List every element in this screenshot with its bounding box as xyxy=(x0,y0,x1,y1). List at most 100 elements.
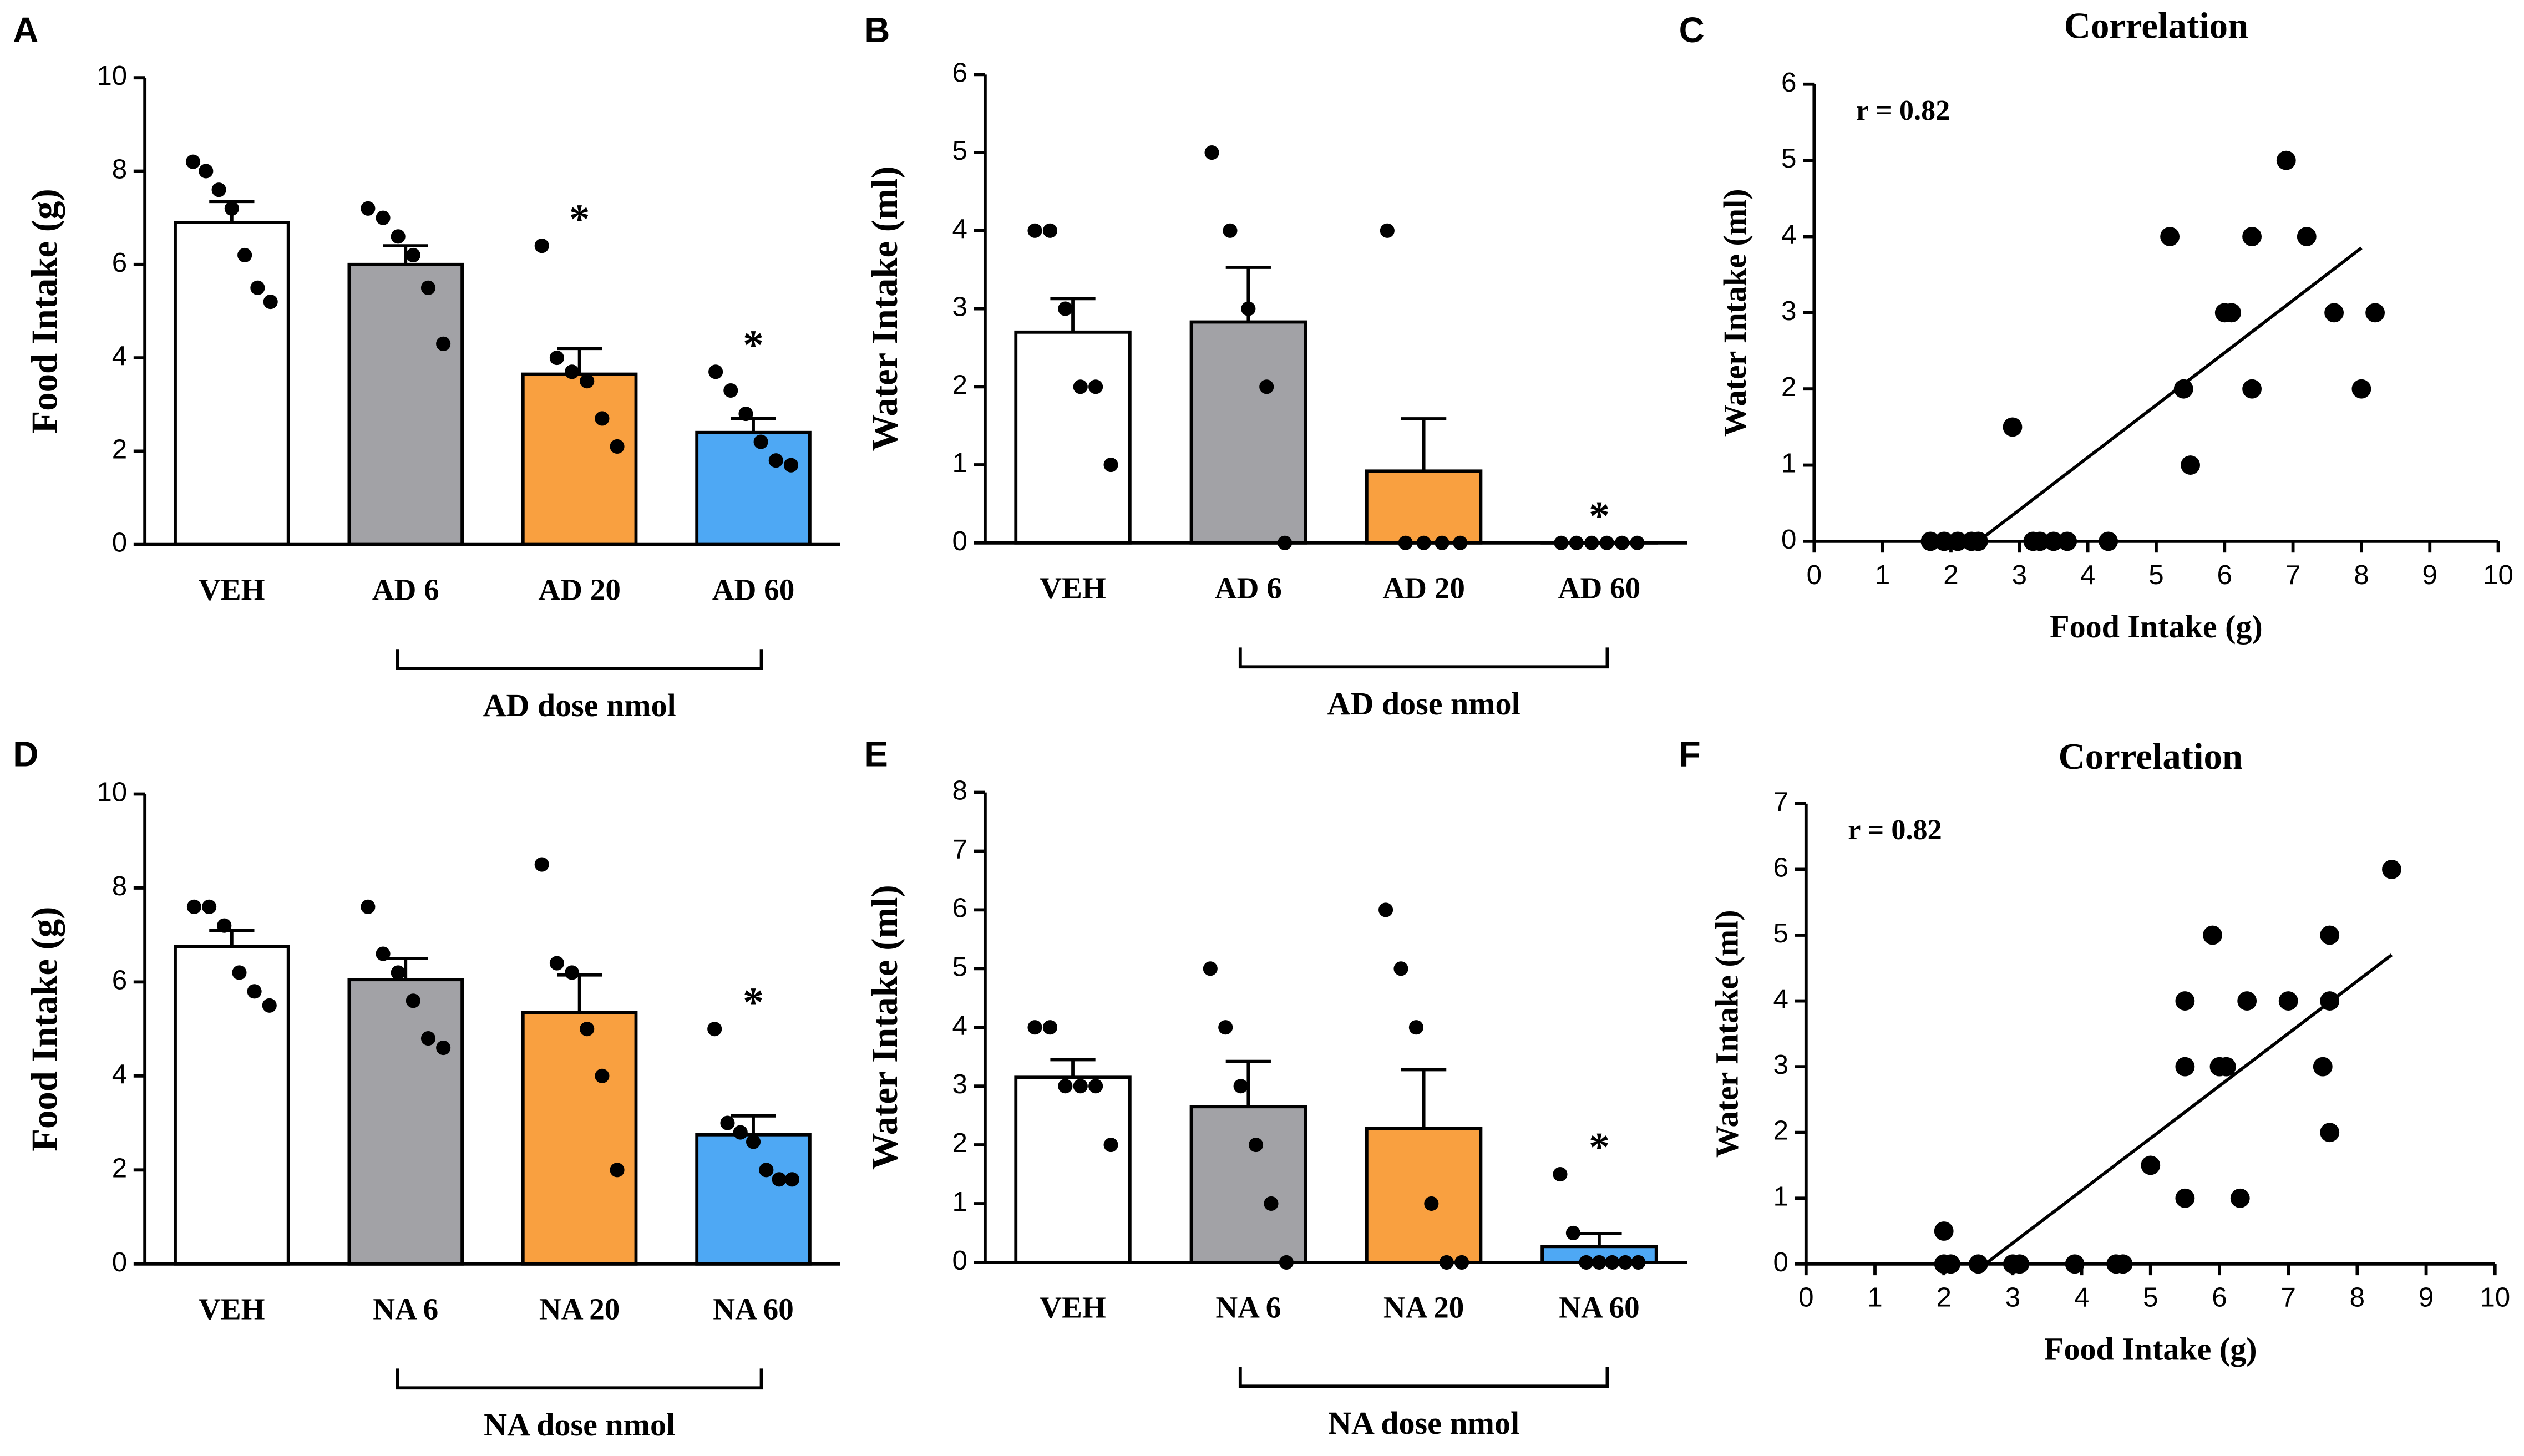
data-point xyxy=(1042,1020,1057,1035)
y-tick-label: 8 xyxy=(952,775,967,806)
data-point xyxy=(1378,902,1393,917)
x-tick-label: 9 xyxy=(2422,560,2437,590)
data-point xyxy=(2175,1057,2195,1077)
annotation: r = 0.82 xyxy=(1856,94,1950,126)
data-point xyxy=(406,993,420,1008)
data-point xyxy=(420,280,436,295)
data-point xyxy=(2057,531,2077,551)
data-point xyxy=(1920,531,1940,551)
data-point xyxy=(2003,417,2023,437)
data-point xyxy=(2222,303,2242,323)
y-tick-label: 5 xyxy=(1781,143,1796,174)
bar xyxy=(1189,320,1307,545)
x-tick-label: 8 xyxy=(2350,1282,2365,1313)
data-point xyxy=(361,899,376,914)
bar xyxy=(1014,1075,1132,1264)
y-tick-label: 3 xyxy=(952,1069,967,1099)
y-axis-label: Food Intake (g) xyxy=(24,189,65,433)
data-point xyxy=(2099,531,2118,551)
y-tick-label: 2 xyxy=(1773,1115,1788,1146)
bar xyxy=(1365,1127,1483,1264)
data-point xyxy=(1218,1020,1233,1035)
data-point xyxy=(746,1134,761,1149)
data-point xyxy=(1380,223,1395,238)
data-point xyxy=(2175,991,2195,1011)
data-point xyxy=(1027,1020,1042,1035)
x-tick-label: 3 xyxy=(2012,560,2027,590)
y-tick-label: 6 xyxy=(1781,67,1796,98)
data-point xyxy=(2351,379,2371,399)
bracket xyxy=(1238,1367,1609,1388)
bar xyxy=(695,430,812,546)
data-point xyxy=(2242,227,2262,246)
y-tick-label: 0 xyxy=(952,1245,967,1276)
data-point xyxy=(580,1022,595,1037)
data-point xyxy=(759,1163,774,1178)
x-tick-label: 1 xyxy=(1867,1282,1882,1313)
data-point xyxy=(565,965,580,980)
y-tick-label: 4 xyxy=(952,214,967,244)
y-tick-label: 2 xyxy=(112,1153,127,1183)
bar xyxy=(521,372,638,546)
x-tick-label: VEH xyxy=(199,572,265,606)
data-point xyxy=(436,1040,451,1056)
y-tick-label: 10 xyxy=(97,60,127,91)
significance-mark: * xyxy=(743,322,764,368)
data-point xyxy=(186,899,202,914)
x-tick-label: NA 60 xyxy=(1559,1291,1639,1325)
panel-letter: F xyxy=(1679,734,1701,774)
y-tick-label: 3 xyxy=(952,292,967,322)
data-point xyxy=(2320,991,2340,1011)
data-point xyxy=(2242,379,2262,399)
x-tick-label: NA 6 xyxy=(1215,1291,1281,1325)
y-tick-label: 4 xyxy=(1773,984,1788,1014)
data-point xyxy=(534,857,549,872)
x-tick-label: 4 xyxy=(2074,1282,2089,1313)
data-point xyxy=(217,918,232,933)
x-tick-label: VEH xyxy=(1040,1291,1106,1325)
significance-mark: * xyxy=(743,980,764,1026)
data-point xyxy=(610,1163,625,1178)
bar xyxy=(174,221,290,546)
data-point xyxy=(250,280,265,295)
data-point xyxy=(232,965,247,980)
y-tick-label: 6 xyxy=(952,892,967,923)
data-point xyxy=(720,1115,735,1130)
x-tick-label: VEH xyxy=(1040,571,1106,605)
data-point xyxy=(1241,301,1256,316)
data-point xyxy=(2160,227,2180,246)
data-point xyxy=(772,1172,787,1187)
y-tick-label: 4 xyxy=(112,1059,127,1089)
data-point xyxy=(2365,303,2385,323)
bracket-label: NA dose nmol xyxy=(1328,1405,1519,1441)
bar xyxy=(1189,1105,1307,1264)
y-tick-label: 0 xyxy=(1781,524,1796,555)
bar xyxy=(174,945,290,1266)
data-point xyxy=(1058,1079,1073,1094)
data-point xyxy=(784,1172,799,1187)
data-point xyxy=(595,411,610,426)
data-point xyxy=(1968,1254,1988,1274)
data-point xyxy=(1223,223,1238,238)
data-point xyxy=(2173,379,2193,399)
data-point xyxy=(263,295,278,310)
data-point xyxy=(1088,1079,1103,1094)
data-point xyxy=(1103,458,1118,473)
x-tick-label: NA 20 xyxy=(539,1292,620,1326)
data-point xyxy=(723,383,738,398)
y-tick-label: 3 xyxy=(1773,1049,1788,1080)
data-point xyxy=(1058,301,1073,316)
panel-letter: D xyxy=(13,734,38,774)
data-point xyxy=(1424,1196,1439,1211)
significance-mark: * xyxy=(1589,493,1610,539)
data-point xyxy=(1042,223,1057,238)
data-point xyxy=(2230,1188,2250,1208)
data-point xyxy=(2382,860,2401,879)
data-point xyxy=(708,364,723,379)
data-point xyxy=(1259,379,1274,394)
bar xyxy=(695,1133,812,1266)
y-tick-label: 0 xyxy=(112,1247,127,1277)
data-point xyxy=(2181,455,2201,475)
x-tick-label: 2 xyxy=(1936,1282,1951,1313)
